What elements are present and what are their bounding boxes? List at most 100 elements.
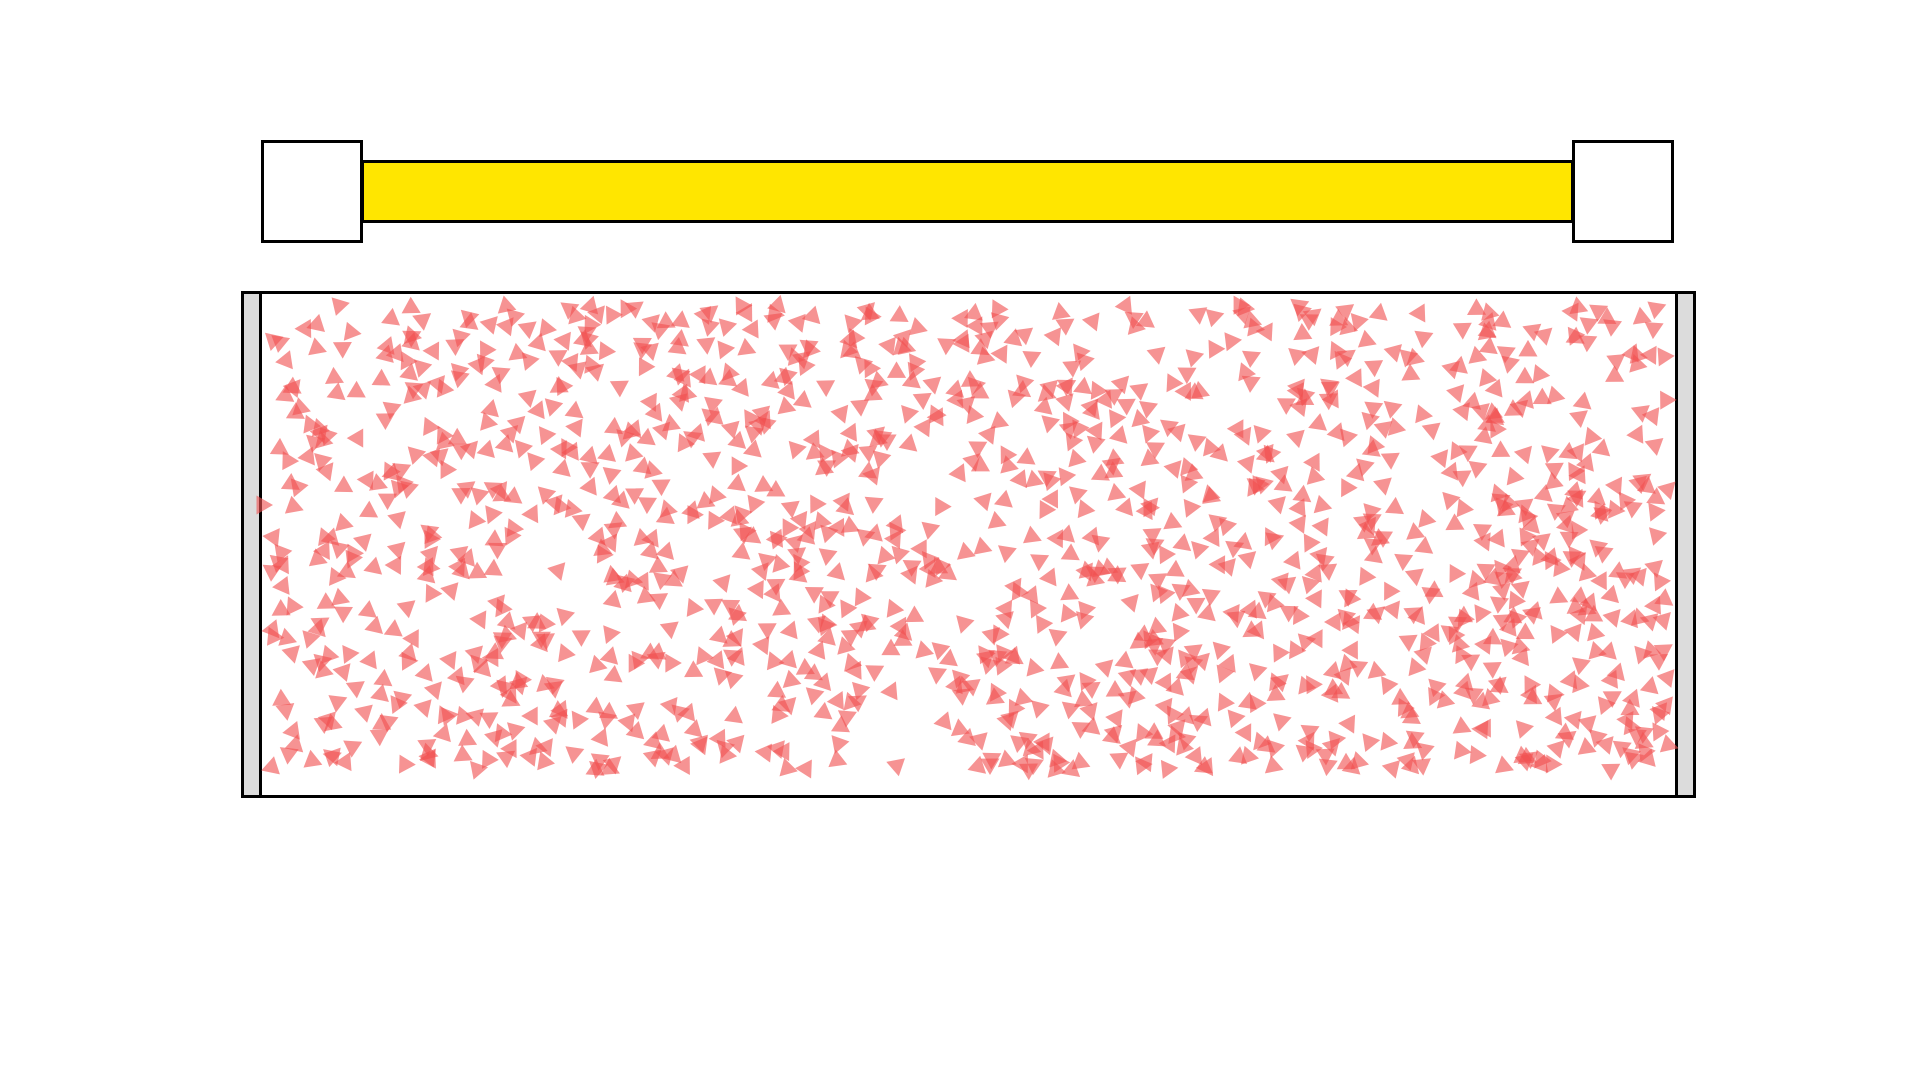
particle	[271, 599, 291, 616]
particle	[306, 313, 325, 332]
particle	[837, 710, 857, 728]
particle	[854, 587, 872, 607]
particle	[644, 402, 663, 422]
particle	[1496, 346, 1516, 364]
particle	[602, 756, 622, 775]
particle	[1187, 434, 1207, 452]
particle	[922, 376, 942, 395]
particle	[1205, 309, 1225, 328]
particle	[500, 739, 517, 759]
particle	[807, 640, 826, 660]
particle	[625, 721, 645, 740]
particle	[1184, 463, 1204, 481]
particle	[1532, 364, 1551, 383]
particle	[1041, 489, 1058, 509]
particle	[727, 473, 746, 492]
particle	[1099, 557, 1119, 575]
particle	[413, 359, 433, 378]
particle	[1144, 638, 1164, 656]
particle	[948, 463, 966, 483]
particle	[427, 375, 445, 394]
particle	[1593, 507, 1613, 525]
particle	[1468, 569, 1487, 589]
particle	[1216, 664, 1235, 684]
particle	[840, 629, 860, 647]
particle	[1030, 599, 1047, 619]
particle	[1129, 668, 1149, 686]
particle	[760, 370, 780, 389]
particle	[887, 361, 907, 378]
particle	[507, 722, 526, 741]
particle	[1139, 401, 1158, 419]
particle	[1226, 610, 1246, 629]
particle	[558, 643, 576, 663]
particle	[499, 425, 519, 444]
particle	[1330, 340, 1348, 360]
particle	[1148, 616, 1168, 635]
particle	[1455, 645, 1473, 665]
particle	[521, 706, 538, 726]
particle	[1218, 653, 1236, 673]
particle	[281, 645, 300, 664]
particle	[458, 728, 478, 746]
particle	[952, 669, 971, 689]
particle	[931, 642, 951, 661]
particle	[1657, 481, 1676, 500]
particle	[1341, 640, 1358, 660]
particle	[274, 543, 293, 563]
particle	[1166, 373, 1184, 393]
particle	[803, 663, 823, 681]
particle	[648, 555, 668, 573]
particle	[403, 385, 423, 404]
particle	[1014, 327, 1034, 346]
particle	[1579, 317, 1599, 335]
particle	[1055, 377, 1073, 397]
particle	[909, 317, 928, 336]
particle	[827, 517, 845, 537]
particle	[1114, 295, 1132, 315]
particle	[1440, 625, 1460, 643]
particle	[385, 343, 404, 363]
particle	[1116, 398, 1136, 416]
particle	[965, 316, 983, 336]
particle	[1641, 407, 1660, 427]
particle	[1289, 640, 1307, 660]
particle	[704, 396, 723, 415]
particle	[950, 718, 970, 737]
particle	[1181, 578, 1201, 597]
particle	[535, 633, 555, 651]
particle	[754, 475, 774, 492]
particle	[1590, 571, 1607, 591]
particle	[652, 421, 671, 441]
particle	[491, 367, 511, 385]
particle	[817, 627, 836, 646]
particle	[854, 356, 874, 375]
particle	[810, 494, 827, 514]
particle	[1184, 746, 1203, 765]
particle	[639, 392, 657, 412]
particle	[826, 562, 845, 581]
particle	[1418, 509, 1437, 528]
particle	[870, 370, 889, 389]
particle	[1061, 759, 1081, 777]
particle	[1558, 441, 1578, 460]
particle	[1556, 514, 1575, 534]
particle	[538, 426, 557, 446]
particle	[585, 696, 605, 714]
particle	[1219, 517, 1238, 537]
particle	[706, 650, 725, 670]
particle	[1026, 657, 1045, 677]
particle	[1546, 503, 1566, 521]
particle	[1094, 659, 1114, 678]
particle	[1217, 692, 1235, 712]
particle	[1142, 528, 1162, 546]
particle	[284, 734, 304, 753]
particle	[616, 574, 636, 593]
particle	[1501, 355, 1520, 374]
particle	[1414, 330, 1434, 349]
particle	[1253, 425, 1272, 444]
particle	[702, 451, 722, 469]
particle	[1311, 517, 1329, 537]
particle	[1297, 731, 1315, 751]
particle	[1167, 423, 1186, 443]
